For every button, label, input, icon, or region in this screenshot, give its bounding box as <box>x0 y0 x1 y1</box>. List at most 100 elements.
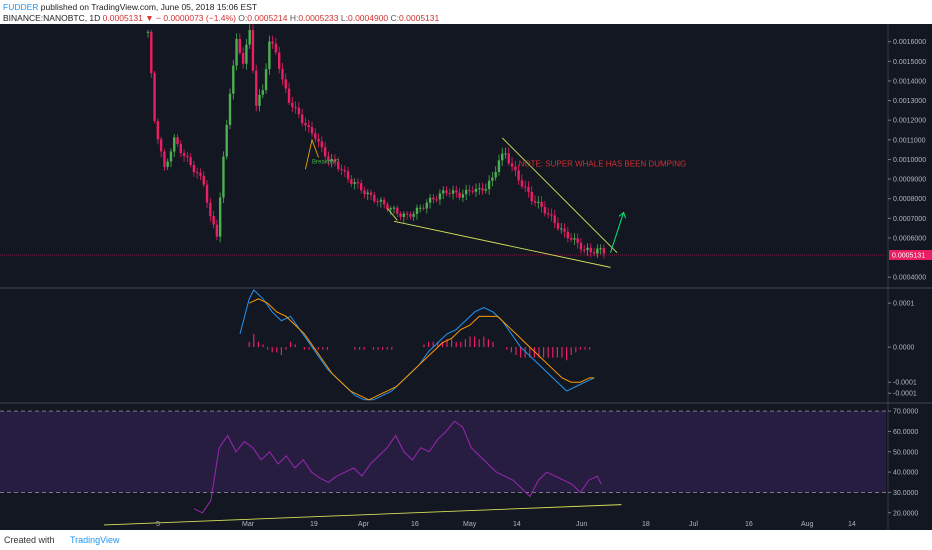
candle-body <box>189 157 192 165</box>
y-tick-label: 0.0009000 <box>893 177 926 184</box>
candle-body <box>264 69 268 91</box>
y-tick-label: 0.0006000 <box>893 235 926 242</box>
last-price-label: 0.0005131 <box>892 252 925 259</box>
candle-body <box>284 79 287 89</box>
rsi-tick-label: 70.0000 <box>893 409 918 416</box>
candle-body <box>317 138 320 142</box>
candle-body <box>353 182 356 184</box>
candle-body <box>461 194 465 198</box>
arrow-head-icon <box>618 211 627 219</box>
chart-canvas[interactable]: 0.0016000 0.0015000 0.0014000 0.0013000 0.00… <box>0 24 932 530</box>
candle-body <box>487 180 491 190</box>
candle-body <box>491 177 494 181</box>
candle-body <box>186 155 189 158</box>
candle-body <box>576 238 579 243</box>
candle-body <box>389 208 392 210</box>
y-tick-label: 0.0012000 <box>893 118 926 125</box>
candle-body <box>238 38 242 53</box>
candle-body <box>432 197 435 200</box>
x-tick-label: 14 <box>513 521 521 528</box>
candle-body <box>337 161 340 170</box>
rsi-line <box>193 420 602 514</box>
y-tick-label: 0.0007000 <box>893 216 926 223</box>
author-link[interactable]: FUDDER <box>3 2 39 12</box>
candle-body <box>579 242 583 250</box>
candle-body <box>399 213 402 217</box>
tradingview-logo[interactable]: TradingView <box>70 535 120 545</box>
x-tick-label: Jul <box>689 521 698 528</box>
candle-body <box>248 29 251 45</box>
breakout-marker <box>305 138 319 170</box>
candle-body <box>209 202 212 217</box>
last-price-tag <box>889 249 932 260</box>
candle-body <box>422 207 425 209</box>
candle-body <box>232 65 235 94</box>
rsi-tick-label: 30.0000 <box>893 490 918 497</box>
candle-body <box>307 125 310 128</box>
x-tick-label: Jun <box>576 521 587 528</box>
symbol-label: BINANCE:NANOBTC, 1D <box>3 13 101 23</box>
candle-body <box>583 249 586 251</box>
candle-body <box>530 191 533 202</box>
candle-body <box>320 141 324 148</box>
macd-tick-label: 0.0000 <box>893 345 915 352</box>
candle-body <box>281 68 284 80</box>
x-tick-label: 5 <box>156 521 160 528</box>
y-tick-label: 0.0016000 <box>893 39 926 46</box>
candle-body <box>533 201 537 203</box>
wedge-apex-marker <box>387 208 398 221</box>
macd-tick-label: 0.0001 <box>893 301 915 308</box>
candle-body <box>376 201 379 203</box>
candle-body <box>563 228 566 232</box>
candle-body <box>330 159 333 162</box>
candle-body <box>258 94 261 106</box>
x-tick-label: 16 <box>411 521 419 528</box>
rsi-tick-label: 50.0000 <box>893 449 918 456</box>
candle-body <box>310 127 314 134</box>
candle-body <box>602 248 606 254</box>
open-value: 0.0005214 <box>247 13 288 23</box>
candle-body <box>405 213 409 215</box>
falling-wedge-upper <box>501 137 618 253</box>
candle-body <box>507 153 510 164</box>
candle-body <box>235 38 238 66</box>
pane-1 <box>0 26 886 287</box>
x-tick-label: Mar <box>242 521 255 528</box>
candle-body <box>268 41 271 70</box>
candle-body <box>458 192 461 198</box>
candle-body <box>494 171 497 178</box>
candle-body <box>468 189 471 192</box>
x-tick-label: 16 <box>745 521 753 528</box>
candle-body <box>573 238 576 240</box>
candle-body <box>327 156 330 162</box>
candle-body <box>386 204 389 210</box>
candle-body <box>596 248 599 254</box>
candle-body <box>314 133 317 139</box>
candle-body <box>379 199 383 202</box>
candle-body <box>241 52 245 64</box>
candle-body <box>464 189 468 195</box>
open-label: O: <box>238 13 248 23</box>
candle-body <box>176 137 179 144</box>
candle-body <box>517 170 520 181</box>
candle-body <box>504 153 507 155</box>
x-tick-label: 18 <box>642 521 650 528</box>
candle-body <box>451 190 455 194</box>
candle-body <box>537 201 540 203</box>
candle-body <box>497 160 501 172</box>
y-tick-label: 0.0004000 <box>893 275 926 282</box>
candle-body <box>222 156 225 198</box>
candle-body <box>373 194 376 202</box>
high-value: 0.0005233 <box>298 13 339 23</box>
candle-body <box>196 172 199 174</box>
rsi-tick-label: 60.0000 <box>893 429 918 436</box>
candle-body <box>546 213 550 215</box>
candle-body <box>543 206 547 214</box>
candle-body <box>428 197 432 203</box>
candle-body <box>163 151 166 167</box>
candle-body <box>501 153 504 161</box>
candle-body <box>304 123 307 126</box>
publish-info: FUDDER published on TradingView.com, Jun… <box>3 2 257 12</box>
high-label: H: <box>289 13 299 23</box>
candle-body <box>520 180 524 187</box>
